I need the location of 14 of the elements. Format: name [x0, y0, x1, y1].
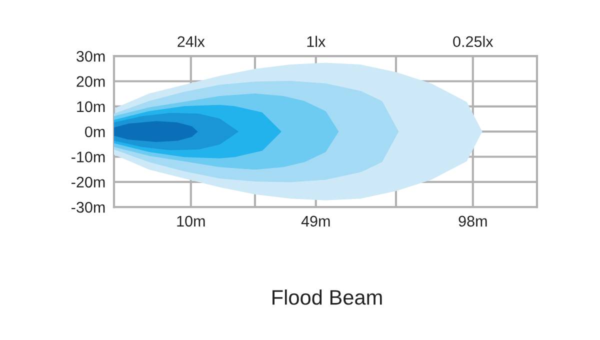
x-tick-label: 10m [177, 216, 205, 227]
text: 0.25lx [453, 36, 494, 48]
x-tick-label: 49m [301, 216, 330, 227]
y-tick-label: -30m [72, 202, 105, 213]
text: Flood Beam [272, 289, 382, 305]
x-tick-label: 98m [458, 216, 487, 227]
y-tick-label: -10m [72, 152, 105, 162]
y-tick-label: 0m [85, 126, 105, 138]
y-tick-label: 30m [76, 50, 105, 62]
y-tick-label: 10m [77, 101, 105, 112]
y-tick-label: -20m [72, 176, 105, 188]
text: 24lx [178, 36, 205, 47]
y-tick-label: 20m [76, 76, 105, 87]
text: 1lx [307, 36, 326, 47]
